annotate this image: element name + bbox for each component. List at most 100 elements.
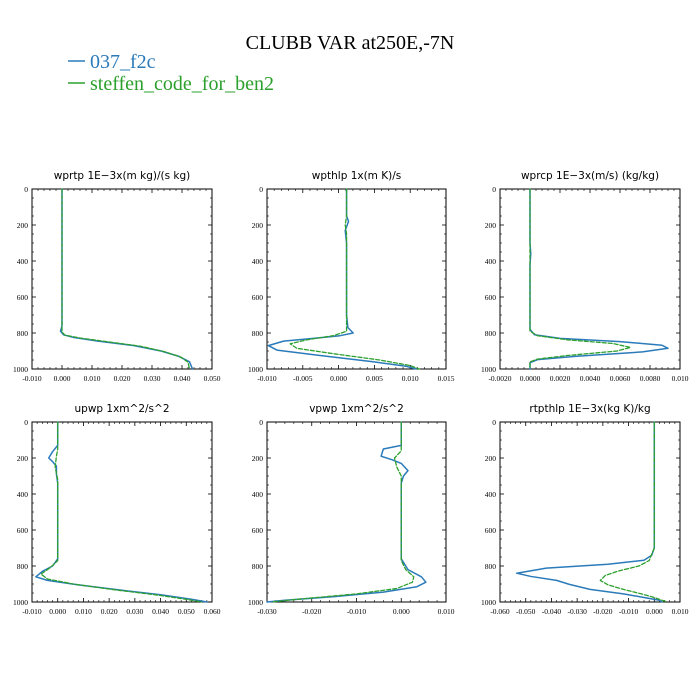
x-tick-label: 0.015: [438, 374, 455, 383]
y-tick-label: 0: [492, 418, 496, 427]
y-tick-label: 1000: [13, 598, 28, 607]
y-tick-label: 400: [485, 490, 497, 499]
x-tick-label: 0.000: [49, 607, 66, 616]
series-line-1: [35, 421, 208, 603]
x-tick-label: 0.010: [402, 374, 419, 383]
y-tick-label: 600: [252, 293, 264, 302]
y-tick-label: 0: [259, 418, 263, 427]
series-line-2: [599, 421, 668, 603]
x-tick-label: -0.010: [619, 607, 639, 616]
panel-4: upwp 1xm^2/s^2 -0.010 0.000 0.010 0.020 0.030…: [13, 403, 221, 616]
panel-2: wpthlp 1x(m K)/s -0.010 -0.005 0.000 0.005 0.…: [248, 170, 455, 383]
x-tick-label: 0.050: [178, 607, 195, 616]
legend-label-2: steffen_code_for_ben2: [90, 73, 274, 95]
x-tick-label: 0.000: [54, 374, 71, 383]
x-tick-label: -0.010: [257, 374, 277, 383]
series-line-2: [61, 188, 191, 370]
x-tick-label: -0.005: [293, 374, 313, 383]
y-tick-label: 1000: [481, 365, 496, 374]
x-tick-label: -0.030: [567, 607, 587, 616]
y-tick-label: 1000: [481, 598, 496, 607]
y-tick-label: 800: [17, 329, 29, 338]
panel-title: upwp 1xm^2/s^2: [75, 403, 170, 415]
y-tick-label: 800: [252, 329, 264, 338]
series-line-1: [515, 421, 663, 603]
y-tick-label: 200: [485, 454, 497, 463]
x-tick-label: 0.0080: [640, 374, 661, 383]
x-tick-label: -0.040: [542, 607, 562, 616]
x-tick-label: 0.0000: [520, 374, 541, 383]
y-tick-label: 0: [492, 185, 496, 194]
panels: wprtp 1E−3x(m kg)/(s kg) -0.010 0.000 0.010…: [13, 170, 689, 616]
x-tick-label: 0.020: [101, 607, 118, 616]
y-tick-label: 400: [17, 490, 29, 499]
x-tick-label: 0.040: [174, 374, 191, 383]
legend-label-1: 037_f2c: [90, 51, 156, 73]
y-tick-label: 0: [259, 185, 263, 194]
panel-5: vpwp 1xm^2/s^2 -0.030 -0.020 -0.010 0.000 0.0…: [248, 403, 455, 616]
y-tick-label: 200: [17, 221, 29, 230]
y-tick-label: 600: [485, 293, 497, 302]
x-tick-label: -0.060: [490, 607, 510, 616]
x-tick-label: 0.000: [393, 607, 410, 616]
y-tick-label: 600: [17, 293, 29, 302]
x-tick-label: 0.0020: [550, 374, 571, 383]
series-line-1: [267, 188, 417, 370]
x-tick-label: 0.010: [672, 374, 689, 383]
panel-6: rtpthlp 1E−3x(kg K)/kg -0.060 -0.050 -0.040…: [481, 403, 689, 616]
x-tick-label: 0.010: [84, 374, 101, 383]
y-tick-label: 1000: [13, 365, 28, 374]
y-tick-label: 800: [252, 562, 264, 571]
y-tick-label: 200: [252, 221, 264, 230]
y-tick-label: 400: [17, 257, 29, 266]
x-tick-label: -0.020: [302, 607, 322, 616]
x-tick-label: 0.000: [330, 374, 347, 383]
y-tick-label: 800: [17, 562, 29, 571]
y-tick-label: 0: [24, 185, 28, 194]
x-tick-label: 0.060: [204, 607, 221, 616]
series-line-2: [289, 188, 421, 370]
y-tick-label: 0: [24, 418, 28, 427]
series-line-2: [529, 188, 632, 370]
panel-title: rtpthlp 1E−3x(kg K)/kg: [529, 403, 650, 415]
y-tick-label: 600: [485, 526, 497, 535]
panel-3: wprcp 1E−3x(m/s) (kg/kg) -0.0020 0.0000 0.0…: [481, 170, 689, 383]
panel-title: wprtp 1E−3x(m kg)/(s kg): [54, 170, 191, 182]
plot-frame: [31, 188, 213, 370]
x-tick-label: 0.050: [204, 374, 221, 383]
y-tick-label: 800: [485, 329, 497, 338]
figure-title: CLUBB VAR at250E,-7N: [246, 32, 455, 54]
panel-title: vpwp 1xm^2/s^2: [309, 403, 404, 415]
x-tick-label: 0.005: [366, 374, 383, 383]
x-tick-label: 0.0060: [610, 374, 631, 383]
x-tick-label: -0.020: [593, 607, 613, 616]
series-line-1: [59, 188, 194, 370]
x-tick-label: 0.040: [152, 607, 169, 616]
y-tick-label: 400: [252, 257, 264, 266]
x-tick-label: -0.050: [516, 607, 536, 616]
x-tick-label: -0.010: [22, 607, 42, 616]
y-tick-label: 1000: [248, 598, 263, 607]
x-tick-label: 0.030: [126, 607, 143, 616]
x-tick-label: -0.030: [257, 607, 277, 616]
panel-title: wprcp 1E−3x(m/s) (kg/kg): [521, 170, 659, 182]
plot-frame: [266, 188, 447, 370]
y-tick-label: 1000: [248, 365, 263, 374]
series-line-1: [266, 421, 427, 603]
panel-1: wprtp 1E−3x(m kg)/(s kg) -0.010 0.000 0.010…: [13, 170, 221, 383]
x-tick-label: 0.030: [144, 374, 161, 383]
y-tick-label: 200: [252, 454, 264, 463]
y-tick-label: 200: [485, 221, 497, 230]
x-tick-label: 0.010: [75, 607, 92, 616]
x-tick-label: 0.010: [438, 607, 455, 616]
x-tick-label: -0.0020: [488, 374, 511, 383]
x-tick-label: 0.020: [114, 374, 131, 383]
y-tick-label: 400: [485, 257, 497, 266]
x-tick-label: -0.010: [22, 374, 42, 383]
plot-frame: [31, 421, 213, 603]
y-tick-label: 600: [17, 526, 29, 535]
y-tick-label: 800: [485, 562, 497, 571]
x-tick-label: 0.000: [646, 607, 663, 616]
